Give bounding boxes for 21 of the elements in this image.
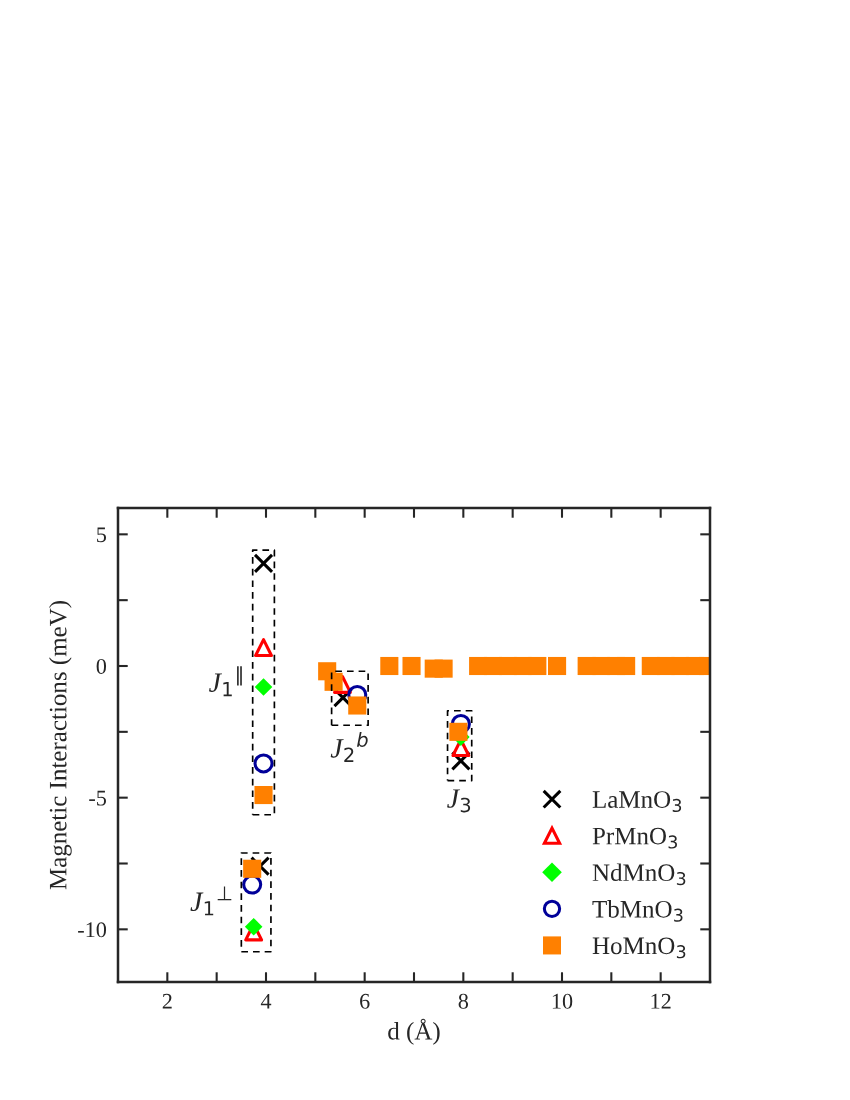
y-tick-label: -10 — [78, 922, 107, 938]
legend-label: LaMnO$_{3}$ — [592, 791, 682, 813]
annotation: J$_{1}$$^{⊥}$ — [190, 886, 232, 916]
y-tick-label: -5 — [89, 790, 107, 806]
y-tick-label: 5 — [97, 527, 107, 543]
annotation: J$_{1}$$^{‖}$ — [209, 666, 242, 697]
legend-label: NdMnO$_{3}$ — [592, 863, 686, 886]
x-axis-title: d (Å) — [388, 1018, 440, 1045]
x-tick-label: 4 — [260, 993, 272, 1009]
x-tick-label: 6 — [360, 993, 370, 1009]
x-tick-label: 8 — [458, 993, 469, 1009]
legend-label: HoMnO$_{3}$ — [592, 937, 686, 959]
legend-label: PrMnO$_{3}$ — [592, 827, 677, 849]
annotation: J$_{2}$$^{b}$ — [330, 731, 368, 762]
x-tick-label: 10 — [552, 993, 573, 1009]
y-tick-label: 0 — [96, 658, 107, 674]
annotation: J$_{3}$ — [447, 789, 471, 813]
y-axis-title: Magnetic Interactions (meV) — [48, 601, 72, 890]
x-tick-label: 12 — [651, 993, 671, 1009]
x-tick-label: 2 — [162, 993, 172, 1009]
legend-label: TbMnO$_{3}$ — [592, 900, 683, 922]
